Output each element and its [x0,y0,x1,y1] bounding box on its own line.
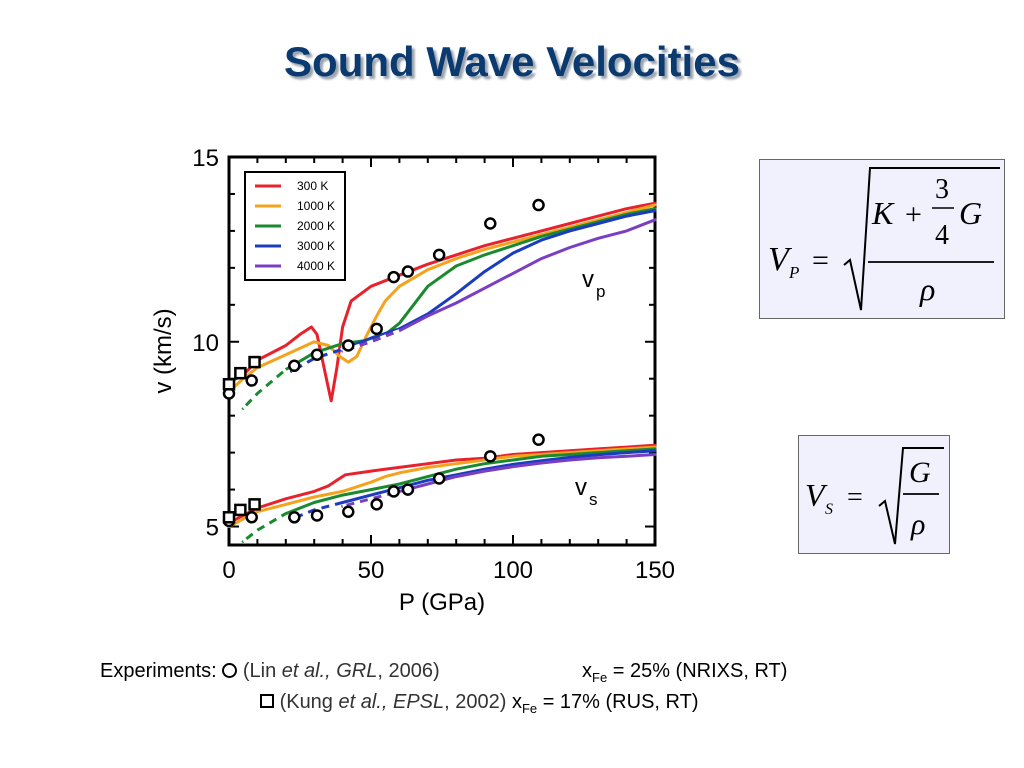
vp-sqrt-sign [843,167,1000,311]
vp-formula-box: V P = K + 3 4 G ρ [759,159,1005,319]
vp-eq: = [812,244,829,277]
y-tick-label: 15 [192,145,219,172]
series-300K-vs [227,443,657,525]
lin-data-point [310,509,324,522]
kung-data-point [248,355,261,369]
series-3000K-vs [290,449,657,521]
markers-layer [222,198,545,528]
lin-data-point [387,270,400,284]
vs-formula-box: V S = G ρ [798,435,950,554]
y-axis-label: v (km/s) [150,308,177,393]
plot-border [227,155,657,547]
series-dash-gap [241,368,287,410]
vp-frac-den: 4 [935,220,949,251]
series-300K-vp [227,201,657,403]
y-tick-label: 10 [192,330,219,357]
lin-data-point [288,511,301,524]
vs-lhs-sub: S [825,501,833,518]
legend-label: 1000 K [297,199,335,213]
legend-label: 4000 K [297,259,335,273]
x-tick-label: 150 [635,557,675,584]
x-tick-label: 0 [222,557,235,584]
vp-frac-num: 3 [935,174,949,205]
series-2000K-vs [241,447,657,543]
lin-composition: xFe = 25% (NRIXS, RT) [582,660,788,685]
slide-title: Sound Wave Velocities [284,38,740,85]
legend-label: 2000 K [297,219,335,233]
vs-num-g: G [909,456,931,489]
lin-data-point [245,511,258,524]
experiments-label: Experiments: [100,660,217,682]
vp-den-rho: ρ [919,271,935,307]
series-dash-gap [342,489,400,508]
lin-data-point [484,450,497,463]
kung-citation: (Kung et al., EPSL, 2002) [279,691,507,713]
axis-labels: P (GPa)v (km/s)v pv s [150,266,605,616]
vs-den-rho: ρ [910,508,925,541]
kung-data-point [222,511,236,524]
series-1000K-vp [227,203,657,394]
vp-plus: + [905,198,922,231]
lin-data-point [310,348,324,361]
lin-data-point [532,433,545,446]
kung-data-point [234,503,247,517]
lin-data-point [484,217,497,230]
vp-lhs-sub: P [788,263,799,282]
square-marker-icon [260,694,274,708]
lin-citation: (Lin et al., GRL, 2006) [242,660,440,682]
series-dash-gap [290,500,344,521]
circle-marker-icon [222,663,238,678]
x-tick-label: 50 [358,557,385,584]
experiments-row-kung: (Kung et al., EPSL, 2002) xFe = 17% (RUS… [260,689,699,716]
lin-data-point [432,248,446,262]
legend: 300 K 1000 K 2000 K 3000 K 4000 K [244,171,346,281]
lin-data-point [532,198,545,212]
kung-data-point [234,366,247,380]
legend-label: 300 K [297,179,328,193]
lin-data-point [245,374,258,387]
lin-data-point [342,339,355,352]
vp-annotation: v [582,266,594,293]
lin-data-point [288,359,301,373]
vs-sqrt-sign [878,447,944,545]
experiments-row-lin: Experiments: (Lin et al., GRL, 2006) [100,658,440,684]
vs-eq: = [847,482,863,513]
x-axis-label: P (GPa) [399,589,485,616]
lin-data-point [342,505,355,518]
lin-data-point [401,265,415,278]
velocity-chart: 0 50 100 150 5 10 15 300 K 1000 K 2000 K 3000 K 40… [150,145,675,616]
vp-annotation-sub: p [596,282,605,301]
series-1000K-vs [227,445,657,528]
vp-num-k: K [871,195,895,231]
series-dash-gap [342,329,401,353]
lin-data-point [387,485,400,498]
vs-annotation-sub: s [589,490,598,509]
vs-lhs: V [805,477,828,513]
y-tick-label: 5 [206,515,219,542]
kung-data-point [248,498,261,511]
x-tick-label: 100 [493,557,533,584]
kung-composition: xFe = 17% (RUS, RT) [511,691,699,716]
lin-data-point [432,472,446,485]
lin-data-point [401,483,415,496]
legend-label: 3000 K [297,239,335,253]
lin-data-point [370,498,383,511]
vs-annotation: v [575,474,587,501]
plot-frame: 0 50 100 150 5 10 15 [192,145,675,584]
lin-data-point [370,322,383,336]
vp-num-g: G [959,195,982,231]
kung-data-point [222,378,236,391]
